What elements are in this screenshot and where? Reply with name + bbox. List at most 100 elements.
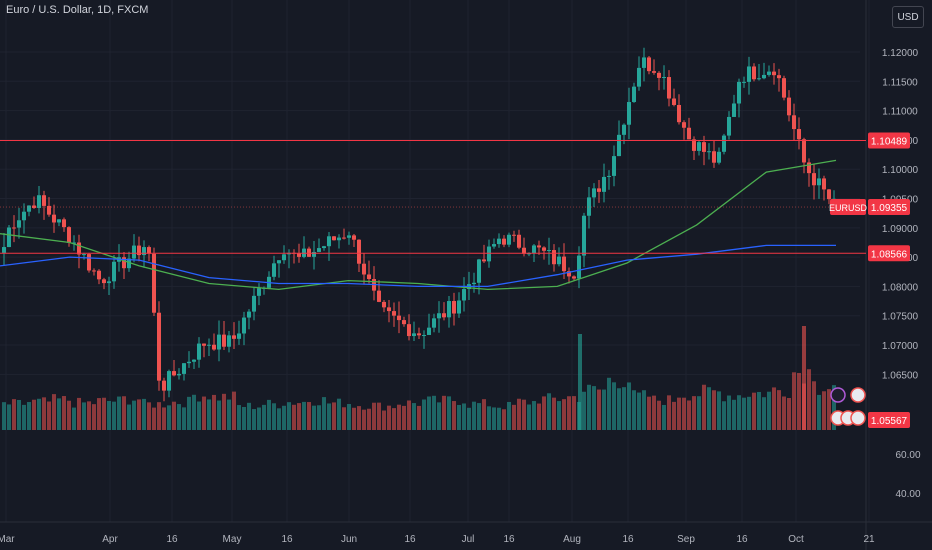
candle-body	[822, 178, 826, 190]
time-tick-label: 16	[166, 534, 178, 545]
candle-body	[57, 219, 61, 223]
volume-bar	[552, 397, 556, 430]
volume-bar	[672, 401, 676, 430]
volume-bar	[647, 396, 651, 430]
volume-bar	[677, 397, 681, 430]
flag-event-icon	[850, 387, 866, 403]
volume-bar	[597, 389, 601, 430]
volume-bar	[487, 406, 491, 430]
volume-bar	[37, 398, 41, 430]
candle-body	[37, 195, 41, 208]
volume-bar	[362, 409, 366, 430]
volume-bar	[157, 402, 161, 430]
candle-body	[497, 238, 501, 245]
volume-bar	[72, 407, 76, 430]
candle-body	[92, 270, 96, 272]
volume-bar	[297, 403, 301, 430]
candle-body	[62, 219, 66, 228]
volume-bar	[337, 398, 341, 430]
volume-bar	[492, 407, 496, 430]
candle-body	[602, 176, 606, 192]
candle-body	[232, 335, 236, 339]
volume-bar	[587, 384, 591, 430]
candle-body	[777, 75, 781, 79]
candle-body	[397, 315, 401, 321]
candle-body	[402, 320, 406, 325]
time-tick-label: May	[223, 534, 242, 545]
candle-body	[17, 220, 21, 228]
volume-bar	[52, 394, 56, 430]
candle-body	[302, 248, 306, 257]
volume-bar	[512, 404, 516, 430]
volume-bar	[152, 407, 156, 430]
volume-bar	[332, 402, 336, 430]
volume-bar	[462, 403, 466, 430]
volume-bar	[727, 395, 731, 430]
candle-body	[447, 301, 451, 318]
candle-body	[152, 253, 156, 313]
volume-bar	[412, 403, 416, 430]
volume-bar	[762, 397, 766, 430]
candle-body	[637, 67, 641, 87]
volume-bar	[182, 407, 186, 430]
candle-body	[322, 246, 326, 249]
time-tick-label: Jun	[341, 534, 357, 545]
volume-bar	[202, 396, 206, 430]
price-badge	[868, 199, 910, 216]
volume-bar	[812, 381, 816, 430]
volume-bar	[7, 404, 11, 430]
volume-bar	[642, 390, 646, 430]
candle-body	[547, 250, 551, 252]
candle-body	[307, 248, 311, 257]
volume-bar	[92, 404, 96, 430]
time-tick-label: Apr	[102, 534, 118, 545]
candle-body	[672, 98, 676, 105]
volume-bar	[792, 372, 796, 430]
volume-bar	[622, 387, 626, 430]
volume-bar	[97, 398, 101, 430]
candle-body	[557, 256, 561, 265]
volume-bar	[447, 396, 451, 430]
volume-bar	[197, 401, 201, 430]
volume-bar	[827, 389, 831, 430]
candle-body	[377, 290, 381, 302]
volume-bar	[657, 400, 661, 430]
candle-body	[102, 279, 106, 284]
volume-bar	[732, 399, 736, 430]
candle-body	[442, 313, 446, 318]
volume-bar	[782, 396, 786, 430]
time-tick-label: 16	[503, 534, 515, 545]
volume-bar	[457, 404, 461, 430]
volume-bar	[602, 389, 606, 430]
price-tick-label: 1.09000	[882, 224, 919, 235]
candle-body	[527, 253, 531, 255]
volume-bar	[212, 394, 216, 430]
candle-body	[622, 124, 626, 135]
candle-body	[797, 129, 801, 140]
candle-body	[582, 215, 586, 256]
candle-body	[317, 248, 321, 252]
flag-event-icon	[850, 410, 866, 426]
candle-body	[312, 251, 316, 257]
currency-button[interactable]: USD	[892, 6, 924, 28]
chart-title: Euro / U.S. Dollar, 1D, FXCM	[6, 4, 149, 16]
candle-body	[597, 188, 601, 192]
volume-bar	[502, 409, 506, 430]
volume-bar	[257, 407, 261, 430]
volume-bar	[302, 401, 306, 430]
candle-body	[392, 311, 396, 316]
volume-bar	[62, 396, 66, 430]
volume-bar	[27, 402, 31, 430]
time-tick-label: 16	[281, 534, 293, 545]
candle-body	[77, 242, 81, 255]
volume-bar	[682, 397, 686, 430]
volume-bar	[342, 407, 346, 430]
volume-bar	[2, 402, 6, 430]
symbol-badge-label: EURUSD	[829, 203, 868, 213]
time-tick-label: 16	[622, 534, 634, 545]
candle-body	[332, 236, 336, 241]
volume-bar	[102, 397, 106, 430]
candle-body	[342, 237, 346, 239]
candle-body	[422, 334, 426, 336]
